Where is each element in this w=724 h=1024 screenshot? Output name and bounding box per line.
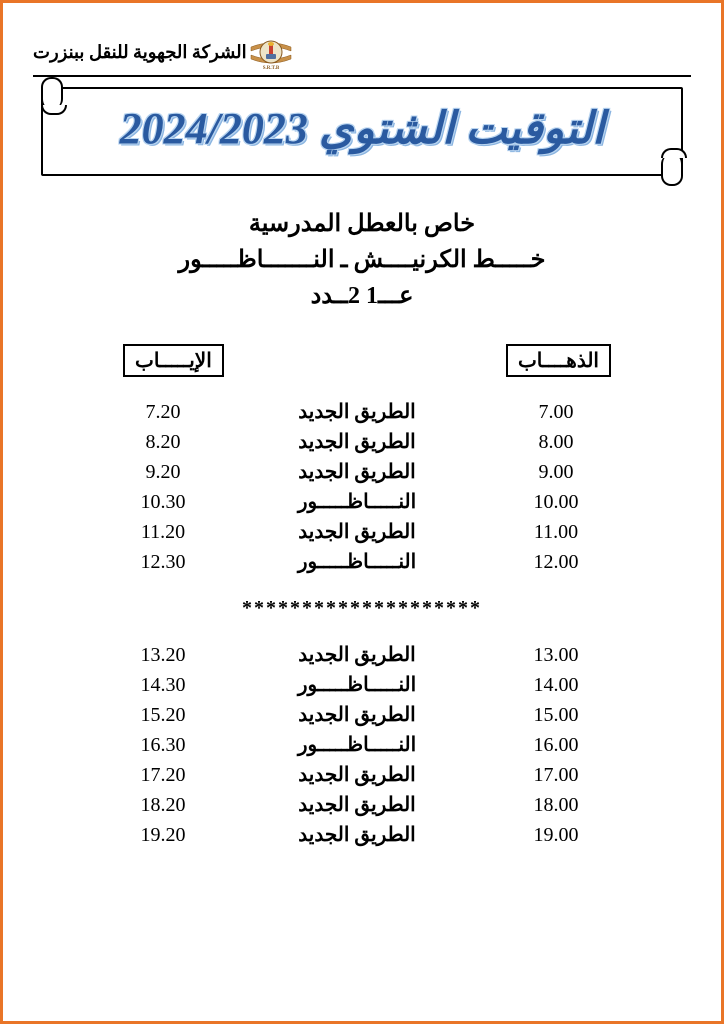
subtitle-line-2: خـــــط الكرنيــــش ـ النـــــــاظـــــو… [33,242,691,278]
return-time: 9.20 [103,457,223,487]
return-time: 8.20 [103,427,223,457]
schedule-table: الذهــــاب الإيـــــاب 7.00الطريق الجديد… [103,344,621,850]
departure-time: 13.00 [491,640,621,670]
schedule-row: 14.00النـــــاظـــــور14.30 [103,670,621,700]
departure-time: 11.00 [491,517,621,547]
title-banner: التوقيت الشتوي 2024/2023 [41,87,683,176]
departure-time: 15.00 [491,700,621,730]
departure-time: 18.00 [491,790,621,820]
schedule-row: 18.00الطريق الجديد18.20 [103,790,621,820]
schedule-row: 15.00الطريق الجديد15.20 [103,700,621,730]
return-time: 16.30 [103,730,223,760]
route-name: الطريق الجديد [223,820,491,850]
route-name: النـــــاظـــــور [223,730,491,760]
route-name: الطريق الجديد [223,397,491,427]
schedule-row: 12.00النـــــاظـــــور12.30 [103,547,621,577]
header-divider [33,75,691,77]
return-time: 12.30 [103,547,223,577]
route-name: الطريق الجديد [223,427,491,457]
return-time: 7.20 [103,397,223,427]
return-time: 15.20 [103,700,223,730]
route-name: الطريق الجديد [223,640,491,670]
departure-time: 8.00 [491,427,621,457]
route-name: النـــــاظـــــور [223,547,491,577]
return-time: 11.20 [103,517,223,547]
schedule-row: 17.00الطريق الجديد17.20 [103,760,621,790]
route-name: النـــــاظـــــور [223,670,491,700]
departure-time: 12.00 [491,547,621,577]
route-name: الطريق الجديد [223,790,491,820]
column-headers: الذهــــاب الإيـــــاب [123,344,611,377]
departure-time: 7.00 [491,397,621,427]
return-time: 17.20 [103,760,223,790]
main-title: التوقيت الشتوي 2024/2023 [61,103,663,154]
route-name: الطريق الجديد [223,457,491,487]
schedule-row: 19.00الطريق الجديد19.20 [103,820,621,850]
route-name: الطريق الجديد [223,517,491,547]
departure-time: 14.00 [491,670,621,700]
return-time: 19.20 [103,820,223,850]
subtitle-line-3: عـــ1 2ــدد [33,278,691,314]
route-name: الطريق الجديد [223,760,491,790]
scroll-ornament-right-icon [661,154,683,186]
route-name: الطريق الجديد [223,700,491,730]
section-separator: ******************** [103,597,621,620]
schedule-row: 16.00النـــــاظـــــور16.30 [103,730,621,760]
subtitle-line-1: خاص بالعطل المدرسية [33,206,691,242]
morning-rows: 7.00الطريق الجديد7.208.00الطريق الجديد8.… [103,397,621,577]
header-row: S.R.T.B الشركة الجهوية للنقل ببنزرت [33,33,691,71]
return-time: 14.30 [103,670,223,700]
subtitle-block: خاص بالعطل المدرسية خـــــط الكرنيــــش … [33,206,691,314]
departure-time: 17.00 [491,760,621,790]
schedule-row: 13.00الطريق الجديد13.20 [103,640,621,670]
departure-time: 9.00 [491,457,621,487]
departure-time: 16.00 [491,730,621,760]
afternoon-rows: 13.00الطريق الجديد13.2014.00النـــــاظــ… [103,640,621,850]
departure-time: 10.00 [491,487,621,517]
schedule-row: 10.00النـــــاظـــــور10.30 [103,487,621,517]
schedule-row: 11.00الطريق الجديد11.20 [103,517,621,547]
company-logo-icon: S.R.T.B [247,33,295,71]
page-container: S.R.T.B الشركة الجهوية للنقل ببنزرت التو… [0,0,724,1024]
departure-header: الذهــــاب [506,344,611,377]
schedule-row: 7.00الطريق الجديد7.20 [103,397,621,427]
schedule-row: 9.00الطريق الجديد9.20 [103,457,621,487]
svg-text:S.R.T.B: S.R.T.B [262,66,279,71]
route-name: النـــــاظـــــور [223,487,491,517]
return-time: 13.20 [103,640,223,670]
company-name: الشركة الجهوية للنقل ببنزرت [33,42,247,63]
scroll-ornament-left-icon [41,77,63,109]
return-header: الإيـــــاب [123,344,224,377]
return-time: 18.20 [103,790,223,820]
return-time: 10.30 [103,487,223,517]
departure-time: 19.00 [491,820,621,850]
schedule-row: 8.00الطريق الجديد8.20 [103,427,621,457]
